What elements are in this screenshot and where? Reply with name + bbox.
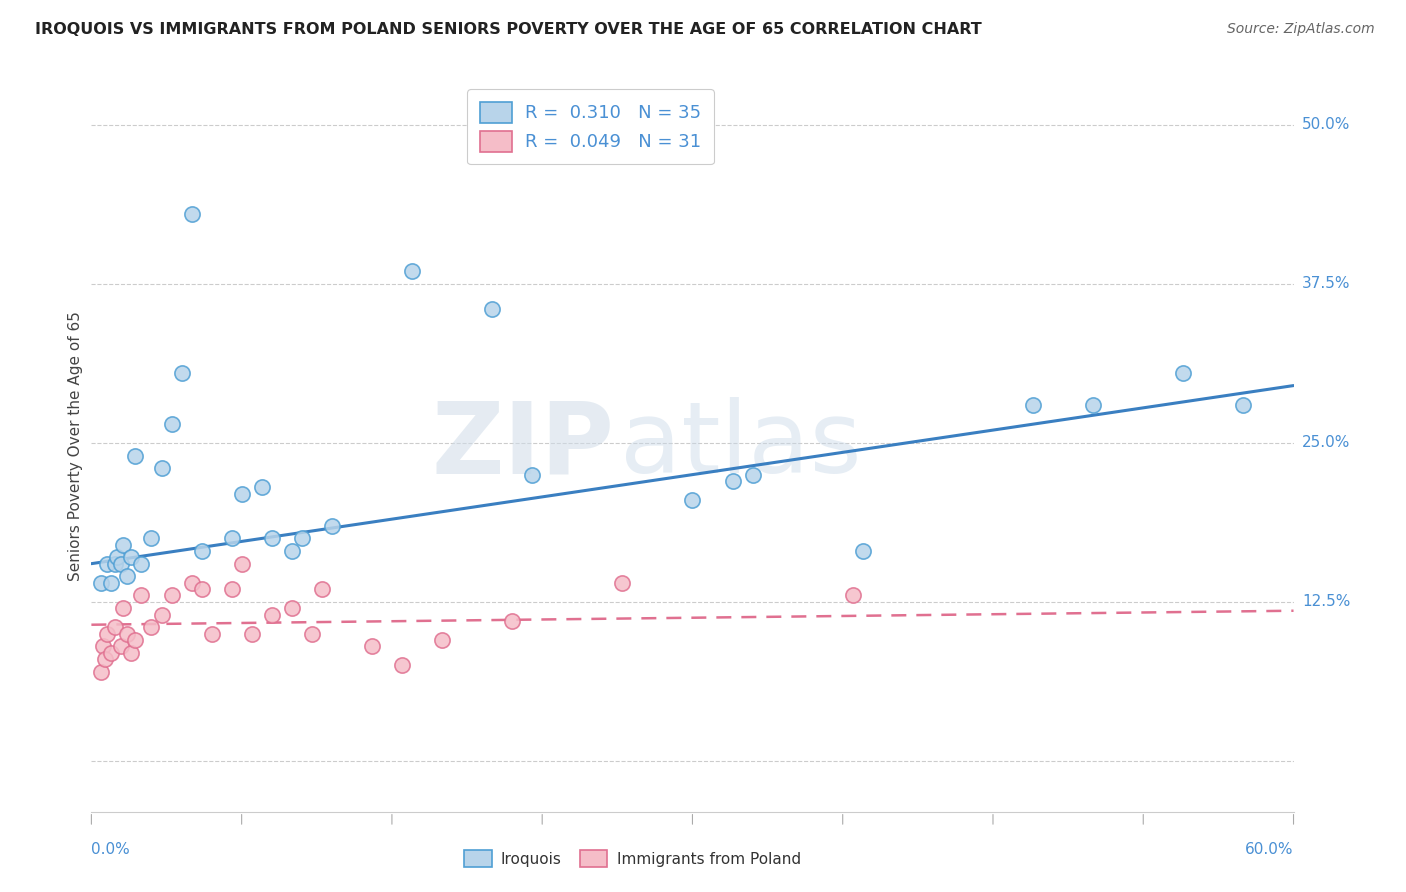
- Point: [501, 614, 523, 628]
- Point: [741, 467, 763, 482]
- Point: [311, 582, 333, 596]
- Point: [721, 474, 744, 488]
- Point: [104, 557, 127, 571]
- Point: [852, 544, 875, 558]
- Point: [522, 467, 544, 482]
- Point: [131, 557, 153, 571]
- Point: [121, 646, 143, 660]
- Point: [301, 626, 323, 640]
- Point: [107, 550, 129, 565]
- Point: [121, 550, 143, 565]
- Text: 50.0%: 50.0%: [1302, 118, 1350, 132]
- Point: [481, 302, 503, 317]
- Point: [131, 589, 153, 603]
- Point: [96, 557, 118, 571]
- Point: [112, 601, 135, 615]
- Point: [94, 652, 117, 666]
- Point: [124, 632, 146, 647]
- Point: [430, 632, 453, 647]
- Point: [160, 417, 183, 431]
- Text: Source: ZipAtlas.com: Source: ZipAtlas.com: [1227, 22, 1375, 37]
- Point: [291, 531, 314, 545]
- Point: [180, 207, 202, 221]
- Text: ZIP: ZIP: [432, 398, 614, 494]
- Point: [190, 582, 212, 596]
- Text: IROQUOIS VS IMMIGRANTS FROM POLAND SENIORS POVERTY OVER THE AGE OF 65 CORRELATIO: IROQUOIS VS IMMIGRANTS FROM POLAND SENIO…: [35, 22, 981, 37]
- Point: [117, 569, 139, 583]
- Point: [141, 531, 163, 545]
- Point: [391, 658, 413, 673]
- Point: [1083, 398, 1105, 412]
- Point: [1022, 398, 1045, 412]
- Point: [401, 264, 423, 278]
- Point: [281, 544, 304, 558]
- Y-axis label: Seniors Poverty Over the Age of 65: Seniors Poverty Over the Age of 65: [67, 311, 83, 581]
- Point: [201, 626, 224, 640]
- Point: [160, 589, 183, 603]
- Point: [96, 626, 118, 640]
- Point: [110, 640, 132, 654]
- Point: [231, 486, 253, 500]
- Point: [100, 575, 122, 590]
- Point: [360, 640, 382, 654]
- Point: [141, 620, 163, 634]
- Point: [1232, 398, 1254, 412]
- Point: [281, 601, 304, 615]
- Text: 12.5%: 12.5%: [1302, 594, 1350, 609]
- Point: [170, 366, 193, 380]
- Point: [117, 626, 139, 640]
- Point: [260, 607, 283, 622]
- Point: [110, 557, 132, 571]
- Point: [681, 493, 703, 508]
- Point: [93, 640, 115, 654]
- Point: [124, 449, 146, 463]
- Point: [112, 538, 135, 552]
- Point: [841, 589, 863, 603]
- Text: 60.0%: 60.0%: [1246, 842, 1294, 857]
- Point: [90, 665, 112, 679]
- Point: [221, 582, 243, 596]
- Point: [90, 575, 112, 590]
- Point: [250, 480, 273, 494]
- Point: [321, 518, 343, 533]
- Point: [150, 461, 173, 475]
- Text: 25.0%: 25.0%: [1302, 435, 1350, 450]
- Point: [612, 575, 634, 590]
- Text: atlas: atlas: [620, 398, 862, 494]
- Text: 37.5%: 37.5%: [1302, 277, 1350, 292]
- Point: [180, 575, 202, 590]
- Point: [100, 646, 122, 660]
- Point: [260, 531, 283, 545]
- Point: [240, 626, 263, 640]
- Point: [1173, 366, 1195, 380]
- Point: [231, 557, 253, 571]
- Legend: Iroquois, Immigrants from Poland: Iroquois, Immigrants from Poland: [458, 844, 807, 873]
- Text: 0.0%: 0.0%: [91, 842, 131, 857]
- Point: [221, 531, 243, 545]
- Point: [104, 620, 127, 634]
- Point: [190, 544, 212, 558]
- Point: [150, 607, 173, 622]
